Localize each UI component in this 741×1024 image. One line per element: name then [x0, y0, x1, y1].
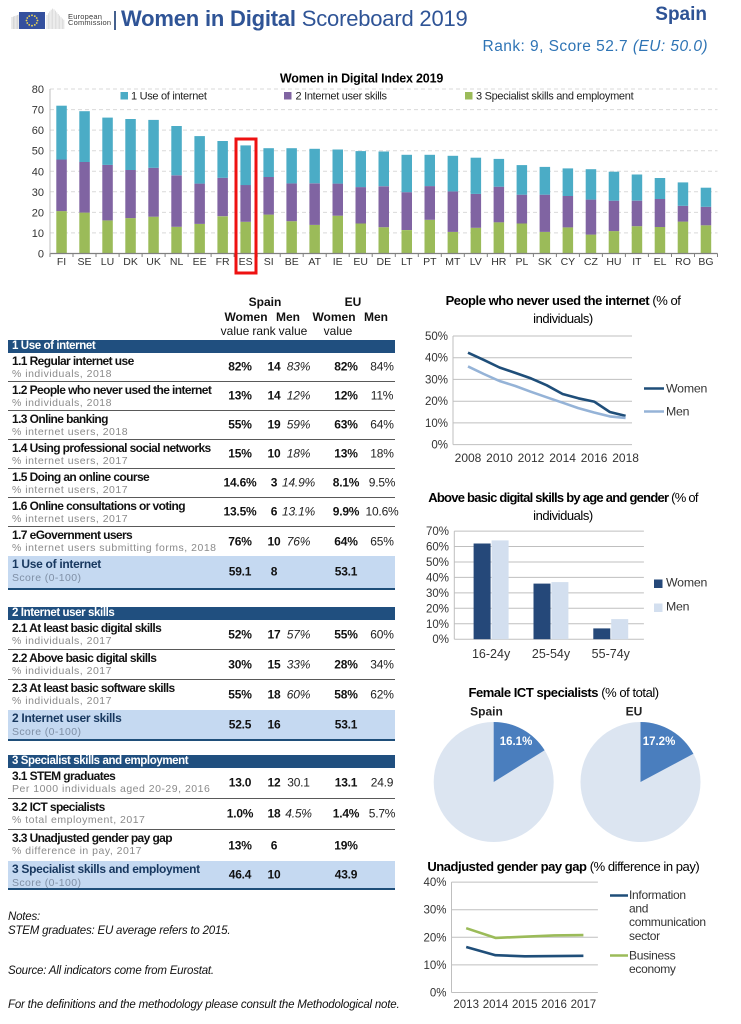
svg-text:40%: 40%: [425, 353, 448, 365]
svg-text:UK: UK: [146, 256, 161, 268]
svg-text:80: 80: [32, 84, 44, 96]
svg-text:20: 20: [32, 207, 44, 219]
svg-text:2 Internet user skills: 2 Internet user skills: [296, 91, 388, 103]
svg-text:2010: 2010: [486, 451, 513, 465]
svg-text:16.1%: 16.1%: [500, 736, 533, 748]
svg-text:2015: 2015: [512, 999, 538, 1011]
svg-text:20%: 20%: [426, 603, 449, 615]
svg-text:Unadjusted gender pay gap (% d: Unadjusted gender pay gap (% difference …: [427, 859, 699, 874]
svg-text:60: 60: [32, 125, 44, 137]
svg-text:LV: LV: [470, 256, 482, 268]
svg-text:60%: 60%: [426, 542, 449, 554]
svg-text:economy: economy: [629, 962, 676, 976]
svg-text:BE: BE: [285, 256, 299, 268]
svg-text:0%: 0%: [432, 634, 449, 646]
svg-text:70%: 70%: [426, 526, 449, 538]
svg-text:40%: 40%: [426, 572, 449, 584]
svg-text:BG: BG: [698, 256, 713, 268]
svg-text:2013: 2013: [453, 999, 479, 1011]
svg-text:EU: EU: [353, 256, 368, 268]
svg-text:2008: 2008: [455, 451, 482, 465]
svg-text:30%: 30%: [425, 374, 448, 386]
svg-text:DE: DE: [377, 256, 392, 268]
svg-text:10: 10: [32, 228, 44, 240]
svg-text:HR: HR: [491, 256, 507, 268]
svg-text:Female ICT specialists (% of t: Female ICT specialists (% of total): [469, 685, 659, 700]
svg-text:CY: CY: [561, 256, 576, 268]
svg-text:0%: 0%: [430, 988, 447, 1000]
svg-text:AT: AT: [308, 256, 321, 268]
svg-text:0: 0: [38, 249, 44, 261]
svg-text:20%: 20%: [423, 932, 446, 944]
svg-text:SI: SI: [264, 256, 274, 268]
svg-text:CZ: CZ: [584, 256, 599, 268]
svg-text:individuals): individuals): [533, 311, 593, 326]
svg-text:50%: 50%: [425, 331, 448, 343]
svg-text:individuals): individuals): [533, 508, 593, 523]
svg-text:People who never used the inte: People who never used the internet (% of: [446, 293, 682, 308]
svg-text:HU: HU: [606, 256, 621, 268]
svg-text:2017: 2017: [571, 999, 597, 1011]
svg-text:Women: Women: [666, 576, 708, 590]
svg-text:20%: 20%: [425, 396, 448, 408]
svg-text:IT: IT: [632, 256, 642, 268]
svg-text:RO: RO: [675, 256, 691, 268]
svg-text:50: 50: [32, 146, 44, 158]
svg-text:IE: IE: [333, 256, 343, 268]
svg-text:MT: MT: [445, 256, 461, 268]
svg-text:2016: 2016: [581, 451, 608, 465]
svg-text:70: 70: [32, 105, 44, 117]
svg-text:2018: 2018: [612, 451, 639, 465]
svg-text:EE: EE: [193, 256, 207, 268]
svg-text:and: and: [629, 902, 648, 916]
svg-text:SK: SK: [538, 256, 552, 268]
svg-text:FI: FI: [57, 256, 66, 268]
svg-text:LT: LT: [401, 256, 413, 268]
svg-text:sector: sector: [629, 929, 660, 943]
svg-text:17.2%: 17.2%: [643, 736, 676, 748]
svg-text:2014: 2014: [483, 999, 509, 1011]
svg-text:2016: 2016: [541, 999, 567, 1011]
svg-text:PT: PT: [423, 256, 437, 268]
svg-text:40: 40: [32, 166, 44, 178]
svg-text:Above basic digital skills by: Above basic digital skills by age and ge…: [428, 490, 699, 505]
svg-text:SE: SE: [77, 256, 91, 268]
svg-text:10%: 10%: [425, 418, 448, 430]
svg-text:Men: Men: [666, 405, 690, 419]
svg-text:Men: Men: [666, 600, 690, 614]
svg-text:16-24y: 16-24y: [472, 647, 511, 661]
svg-text:30%: 30%: [423, 905, 446, 917]
svg-text:0%: 0%: [431, 440, 448, 452]
svg-text:Women in Digital Index 2019: Women in Digital Index 2019: [280, 72, 443, 86]
svg-text:Information: Information: [629, 888, 686, 902]
svg-text:1 Use of internet: 1 Use of internet: [131, 91, 207, 103]
svg-text:25-54y: 25-54y: [532, 647, 571, 661]
svg-text:NL: NL: [170, 256, 184, 268]
svg-text:2014: 2014: [549, 451, 576, 465]
svg-text:FR: FR: [216, 256, 230, 268]
svg-text:LU: LU: [101, 256, 114, 268]
svg-text:10%: 10%: [426, 619, 449, 631]
svg-text:PL: PL: [515, 256, 528, 268]
svg-text:2012: 2012: [518, 451, 545, 465]
svg-text:30%: 30%: [426, 588, 449, 600]
svg-text:10%: 10%: [423, 960, 446, 972]
svg-text:DK: DK: [123, 256, 138, 268]
svg-text:50%: 50%: [426, 557, 449, 569]
svg-text:ES: ES: [239, 256, 253, 268]
svg-text:EL: EL: [654, 256, 667, 268]
svg-text:Spain: Spain: [470, 705, 503, 719]
svg-text:55-74y: 55-74y: [592, 647, 631, 661]
svg-text:40%: 40%: [423, 877, 446, 889]
svg-text:Women: Women: [666, 382, 708, 396]
svg-text:3 Specialist skills and employ: 3 Specialist skills and employment: [476, 91, 634, 103]
svg-text:30: 30: [32, 187, 44, 199]
svg-text:EU: EU: [626, 705, 643, 719]
svg-text:communication: communication: [629, 915, 706, 929]
svg-text:Business: Business: [629, 949, 676, 963]
